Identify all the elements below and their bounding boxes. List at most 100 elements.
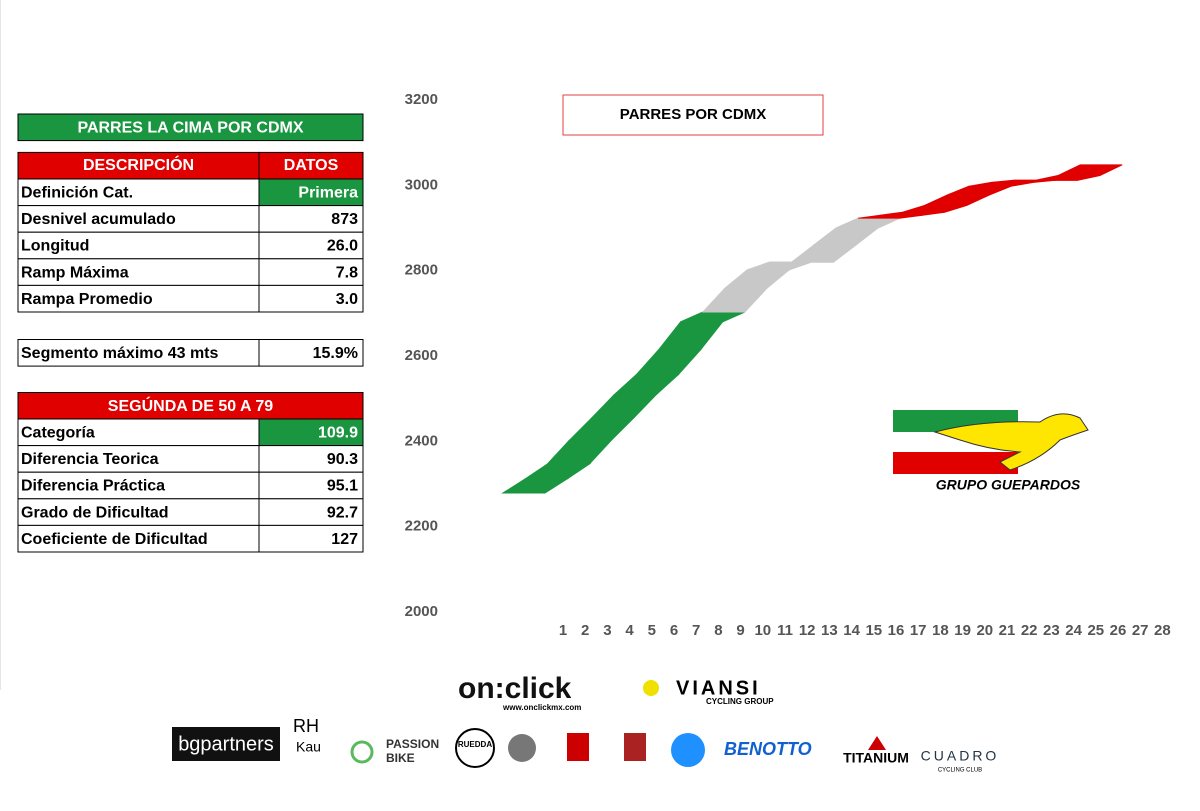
ribbon-segment [657, 321, 724, 351]
logo-text: CYCLING GROUP [706, 697, 774, 706]
cheetah [933, 413, 1089, 471]
brand-text: GRUPO GUEPARDOS [936, 477, 1081, 493]
x-tick-label: 18 [932, 622, 949, 639]
header-cell [258, 151, 364, 180]
ribbon-segment [790, 244, 858, 263]
ribbon-segment [747, 261, 812, 271]
x-tick-label: 13 [821, 622, 838, 639]
x-tick-label: 12 [799, 622, 816, 639]
cell [258, 231, 364, 260]
header-label: DESCRIPCIÓN [83, 155, 194, 174]
flag-red [893, 452, 1018, 474]
cell [258, 258, 364, 286]
logo-text: PASSION [386, 737, 439, 751]
g-logo [671, 733, 705, 767]
logo-text: Kau [296, 739, 321, 755]
skull-logo [508, 734, 536, 762]
cell [258, 445, 364, 473]
row-value: 127 [331, 531, 358, 548]
row-value: 15.9% [313, 345, 358, 362]
row-value: 92.7 [327, 504, 358, 521]
row-value: 109.9 [318, 425, 358, 442]
x-tick-label: 1 [559, 622, 567, 639]
cell [258, 339, 364, 367]
cell [258, 524, 364, 553]
x-tick-label: 24 [1065, 622, 1082, 639]
ribbon-segment [902, 204, 967, 213]
ribbon-segment [590, 394, 658, 419]
y-tick-label: 2000 [405, 603, 438, 620]
shield-logo [567, 733, 589, 761]
logo-text: BIKE [386, 751, 415, 765]
ribbon-segment [723, 269, 791, 289]
chart-title: PARRES POR CDMX [620, 106, 766, 123]
cell [17, 231, 260, 260]
y-tick-label: 2600 [405, 347, 438, 364]
ribbon-segment [946, 185, 1012, 196]
x-tick-label: 22 [1021, 622, 1038, 639]
x-tick-label: 16 [888, 622, 905, 639]
y-tick-label: 3200 [405, 91, 438, 108]
row-label: Segmento máximo 43 mts [21, 345, 219, 362]
ribbon-segment [835, 217, 901, 229]
chart-title-box [562, 94, 824, 136]
x-tick-label: 8 [714, 622, 722, 639]
row-label: Diferencia Teorica [21, 451, 159, 468]
ruedda-circle [455, 728, 495, 768]
ribbon-segment [612, 374, 680, 396]
cell [17, 524, 260, 553]
row-label: Rampa Promedio [21, 291, 153, 308]
x-tick-label: 21 [999, 622, 1016, 639]
row-value: 95.1 [327, 478, 358, 495]
row-label: Coeficiente de Dificultad [21, 531, 208, 548]
cell [258, 178, 364, 207]
row-value: 26.0 [327, 238, 358, 255]
x-tick-label: 28 [1154, 622, 1171, 639]
x-tick-label: 10 [754, 622, 771, 639]
y-tick-label: 3000 [405, 176, 438, 193]
cell [17, 339, 260, 367]
ribbon-segment [680, 311, 746, 323]
ribbon-segment [568, 417, 636, 441]
cell [17, 284, 260, 313]
row-value: 7.8 [336, 264, 358, 281]
x-tick-label: 2 [581, 622, 589, 639]
cell [17, 178, 260, 207]
x-tick-label: 3 [603, 622, 611, 639]
x-tick-label: 14 [843, 622, 860, 639]
ribbon-segment [701, 287, 769, 313]
kraken-logo [624, 733, 646, 761]
ribbon-segment [546, 439, 613, 465]
viansi-icon [643, 680, 659, 696]
ribbon-segment [1035, 175, 1101, 181]
bg-box [172, 727, 280, 761]
ribbon-segment [635, 349, 702, 376]
x-tick-label: 19 [954, 622, 971, 639]
ribbon-segment [924, 194, 990, 206]
row-label: Longitud [21, 238, 89, 255]
x-tick-label: 11 [777, 622, 793, 639]
logo-text: RH [293, 716, 319, 736]
cell [258, 471, 364, 500]
x-tick-label: 4 [625, 622, 634, 639]
x-tick-label: 20 [976, 622, 993, 639]
logo-text: CUADRO [921, 748, 1000, 764]
logo-text: on:click [458, 672, 572, 705]
ribbon-segment [501, 478, 569, 494]
header-label: DATOS [284, 157, 339, 174]
table-title-bar [17, 392, 364, 420]
row-label: Diferencia Práctica [21, 478, 165, 495]
passion-icon [350, 740, 374, 764]
y-tick-label: 2800 [405, 262, 438, 279]
row-value: 90.3 [327, 451, 358, 468]
row-label: Grado de Dificultad [21, 504, 169, 521]
row-value: 873 [331, 211, 358, 228]
ribbon-segment [1057, 164, 1123, 177]
titanium-icon [868, 736, 886, 750]
x-tick-label: 5 [648, 622, 656, 639]
table-title-bar [17, 113, 364, 142]
cell [258, 205, 364, 233]
x-tick-label: 9 [736, 622, 744, 639]
row-value: 3.0 [336, 291, 358, 308]
